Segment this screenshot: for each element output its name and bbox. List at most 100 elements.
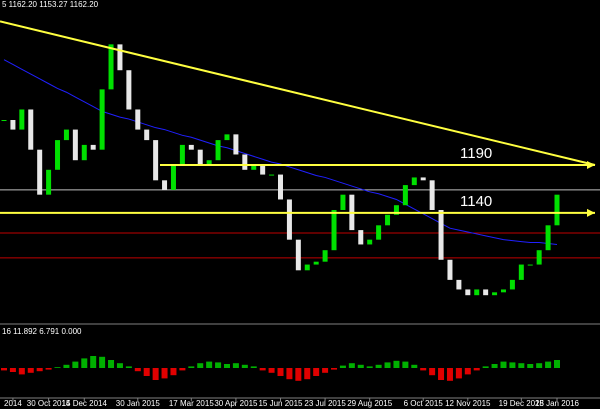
x-tick-label: 30 Oct 2014 bbox=[27, 399, 71, 408]
osc-bar bbox=[206, 361, 213, 368]
candle bbox=[242, 154, 248, 170]
osc-bar bbox=[429, 368, 436, 376]
osc-bar bbox=[9, 368, 16, 372]
candle bbox=[90, 144, 96, 150]
candle bbox=[135, 109, 141, 130]
x-tick-label: 6 Oct 2015 bbox=[404, 399, 444, 408]
osc-bar bbox=[36, 368, 43, 372]
osc-bar bbox=[295, 368, 302, 381]
candle bbox=[554, 194, 560, 226]
osc-bar bbox=[188, 366, 195, 368]
candle bbox=[500, 289, 506, 293]
candle bbox=[63, 129, 69, 141]
osc-bar bbox=[491, 364, 498, 368]
candle bbox=[536, 250, 542, 265]
candle bbox=[367, 239, 373, 245]
candle bbox=[483, 289, 489, 296]
candle bbox=[215, 140, 221, 161]
candle bbox=[385, 214, 391, 226]
osc-bar bbox=[339, 365, 346, 368]
osc-bar bbox=[63, 364, 70, 368]
candle bbox=[358, 230, 364, 245]
candle bbox=[19, 109, 25, 130]
candle bbox=[411, 177, 417, 186]
trendline bbox=[0, 20, 596, 166]
level-label: 1140 bbox=[460, 193, 492, 210]
candle bbox=[1, 120, 7, 122]
osc-bar bbox=[366, 366, 373, 368]
osc-bar bbox=[348, 363, 355, 368]
candle bbox=[72, 129, 78, 161]
candle bbox=[10, 120, 16, 130]
candle bbox=[126, 70, 132, 110]
candle bbox=[518, 264, 524, 280]
osc-bar bbox=[215, 362, 222, 368]
x-tick-label: 12 Nov 2015 bbox=[445, 399, 491, 408]
osc-bar bbox=[554, 360, 560, 368]
candle bbox=[233, 134, 239, 155]
osc-bar bbox=[411, 364, 418, 368]
candle bbox=[162, 180, 168, 190]
osc-bar bbox=[277, 368, 284, 376]
osc-bar bbox=[393, 360, 400, 368]
x-tick-label: 2014 bbox=[4, 399, 22, 408]
osc-bar bbox=[250, 366, 257, 368]
osc-bar bbox=[446, 368, 453, 381]
osc-bar bbox=[143, 368, 150, 376]
candle bbox=[99, 89, 105, 150]
candle bbox=[527, 264, 533, 266]
osc-bar bbox=[197, 363, 204, 368]
candle bbox=[402, 185, 408, 206]
candle bbox=[206, 160, 212, 165]
x-tick-label: 23 Jul 2015 bbox=[304, 399, 346, 408]
x-tick-label: 30 Jan 2015 bbox=[116, 399, 161, 408]
candle bbox=[340, 194, 346, 210]
osc-bar bbox=[179, 368, 186, 371]
candle bbox=[37, 149, 43, 195]
candle bbox=[465, 289, 471, 296]
osc-bar bbox=[473, 368, 480, 371]
x-tick-label: 15 Jun 2015 bbox=[258, 399, 303, 408]
osc-bar bbox=[108, 360, 115, 368]
osc-bar bbox=[357, 364, 364, 368]
candle bbox=[278, 174, 283, 200]
osc-bar bbox=[81, 358, 88, 368]
candle bbox=[429, 180, 435, 210]
x-tick-label: 30 Apr 2015 bbox=[214, 399, 258, 408]
osc-bar bbox=[304, 368, 311, 380]
candle bbox=[28, 109, 34, 150]
osc-bar bbox=[527, 364, 534, 368]
candle bbox=[322, 250, 328, 262]
osc-bar bbox=[170, 368, 177, 376]
candle bbox=[295, 239, 301, 271]
candle bbox=[81, 144, 87, 161]
osc-bar bbox=[536, 363, 543, 368]
candle bbox=[197, 149, 203, 165]
osc-bar bbox=[375, 364, 382, 368]
osc-bar bbox=[45, 368, 52, 370]
osc-bar bbox=[464, 368, 471, 375]
candle bbox=[117, 44, 123, 71]
candle bbox=[170, 165, 176, 190]
osc-bar bbox=[331, 368, 338, 370]
osc-bar bbox=[420, 368, 427, 371]
osc-bar bbox=[152, 368, 159, 380]
osc-bar bbox=[1, 368, 7, 371]
candle bbox=[438, 209, 444, 260]
candle bbox=[313, 261, 319, 265]
osc-bar bbox=[259, 368, 266, 371]
candle bbox=[376, 225, 382, 240]
x-tick-label: 17 Mar 2015 bbox=[169, 399, 214, 408]
osc-bar bbox=[438, 368, 445, 380]
osc-bar bbox=[313, 368, 320, 376]
osc-bar bbox=[268, 368, 275, 373]
osc-bar bbox=[90, 356, 97, 368]
osc-bar bbox=[125, 366, 132, 368]
osc-bar bbox=[72, 361, 79, 368]
candle bbox=[260, 165, 266, 175]
candle bbox=[456, 279, 462, 290]
candle bbox=[188, 144, 194, 150]
candle bbox=[108, 44, 114, 90]
